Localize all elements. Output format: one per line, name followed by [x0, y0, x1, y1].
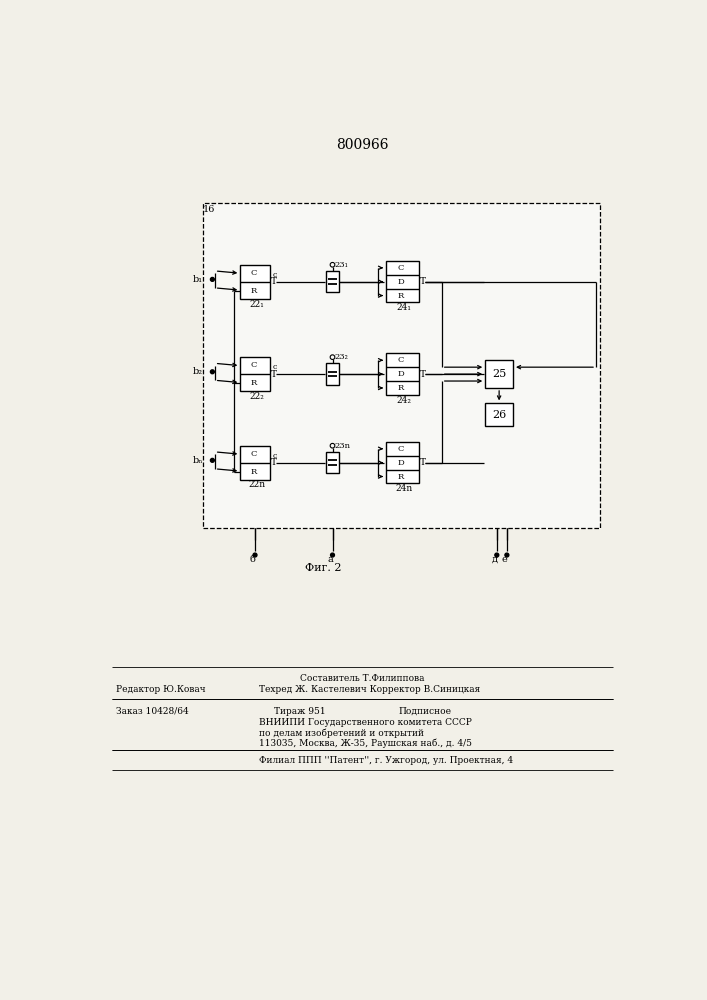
Text: D: D — [397, 370, 404, 378]
Text: R: R — [397, 473, 404, 481]
Text: 25: 25 — [492, 369, 506, 379]
Text: C: C — [250, 361, 257, 369]
Text: ВНИИПИ Государственного комитета СССР: ВНИИПИ Государственного комитета СССР — [259, 718, 472, 727]
Text: C: C — [397, 264, 404, 272]
Text: Заказ 10428/64: Заказ 10428/64 — [115, 707, 188, 716]
Bar — [327, 452, 339, 473]
Text: 23₁: 23₁ — [334, 261, 348, 269]
Circle shape — [211, 277, 214, 281]
Bar — [485, 360, 513, 388]
Text: C: C — [250, 450, 257, 458]
Text: R: R — [397, 292, 404, 300]
Text: c: c — [273, 271, 277, 279]
Text: b₁: b₁ — [193, 275, 203, 284]
Text: а: а — [327, 555, 333, 564]
Text: е: е — [501, 555, 507, 564]
Bar — [485, 403, 513, 426]
Text: C: C — [397, 356, 404, 364]
Text: Составитель Т.Филиппова: Составитель Т.Филиппова — [300, 674, 424, 683]
Bar — [327, 271, 339, 292]
Circle shape — [211, 370, 214, 374]
Text: T: T — [271, 458, 276, 467]
Text: Тираж 951: Тираж 951 — [274, 707, 326, 716]
Circle shape — [253, 553, 257, 557]
Bar — [386, 261, 419, 302]
Text: T: T — [419, 370, 426, 379]
Text: D: D — [397, 459, 404, 467]
Bar — [386, 442, 419, 483]
Text: T: T — [271, 370, 276, 379]
Circle shape — [331, 553, 334, 557]
Text: T: T — [419, 277, 426, 286]
Text: Редактор Ю.Ковач: Редактор Ю.Ковач — [115, 685, 205, 694]
Text: 22₂: 22₂ — [249, 392, 264, 401]
Circle shape — [211, 458, 214, 462]
Text: c: c — [273, 363, 277, 371]
Text: 24n: 24n — [395, 484, 412, 493]
Text: 23₂: 23₂ — [334, 353, 348, 361]
Text: D: D — [397, 278, 404, 286]
Text: bₙ: bₙ — [192, 456, 203, 465]
Bar — [240, 446, 270, 480]
Text: 113035, Москва, Ж-35, Раушская наб., д. 4/5: 113035, Москва, Ж-35, Раушская наб., д. … — [259, 738, 472, 748]
Text: Подписное: Подписное — [398, 707, 451, 716]
Text: 26: 26 — [492, 410, 506, 420]
Text: C: C — [397, 445, 404, 453]
Text: д: д — [491, 555, 498, 564]
Text: 800966: 800966 — [336, 138, 388, 152]
Circle shape — [505, 553, 509, 557]
Text: Фиг. 2: Фиг. 2 — [305, 563, 341, 573]
Text: 22₁: 22₁ — [249, 300, 264, 309]
Bar — [240, 357, 270, 391]
Text: R: R — [397, 384, 404, 392]
Bar — [240, 265, 270, 299]
Text: c: c — [273, 452, 277, 460]
Text: R: R — [250, 287, 257, 295]
Bar — [386, 353, 419, 395]
Text: 24₂: 24₂ — [397, 396, 411, 405]
Text: Филиал ППП ''Патент'', г. Ужгород, ул. Проектная, 4: Филиал ППП ''Патент'', г. Ужгород, ул. П… — [259, 756, 513, 765]
Text: по делам изобретений и открытий: по делам изобретений и открытий — [259, 728, 424, 738]
Text: б: б — [250, 555, 255, 564]
Text: C: C — [250, 269, 257, 277]
Text: 24₁: 24₁ — [397, 303, 411, 312]
Text: 23n: 23n — [334, 442, 350, 450]
Text: R: R — [250, 468, 257, 476]
Bar — [203, 203, 600, 528]
Text: Техред Ж. Кастелевич Корректор В.Синицкая: Техред Ж. Кастелевич Корректор В.Синицка… — [259, 685, 480, 694]
Text: T: T — [271, 277, 276, 286]
Text: T: T — [419, 458, 426, 467]
Text: 22n: 22n — [248, 480, 265, 489]
Bar — [327, 363, 339, 385]
Text: b₂: b₂ — [193, 367, 203, 376]
Text: 16: 16 — [203, 205, 216, 214]
Circle shape — [495, 553, 498, 557]
Text: R: R — [250, 379, 257, 387]
